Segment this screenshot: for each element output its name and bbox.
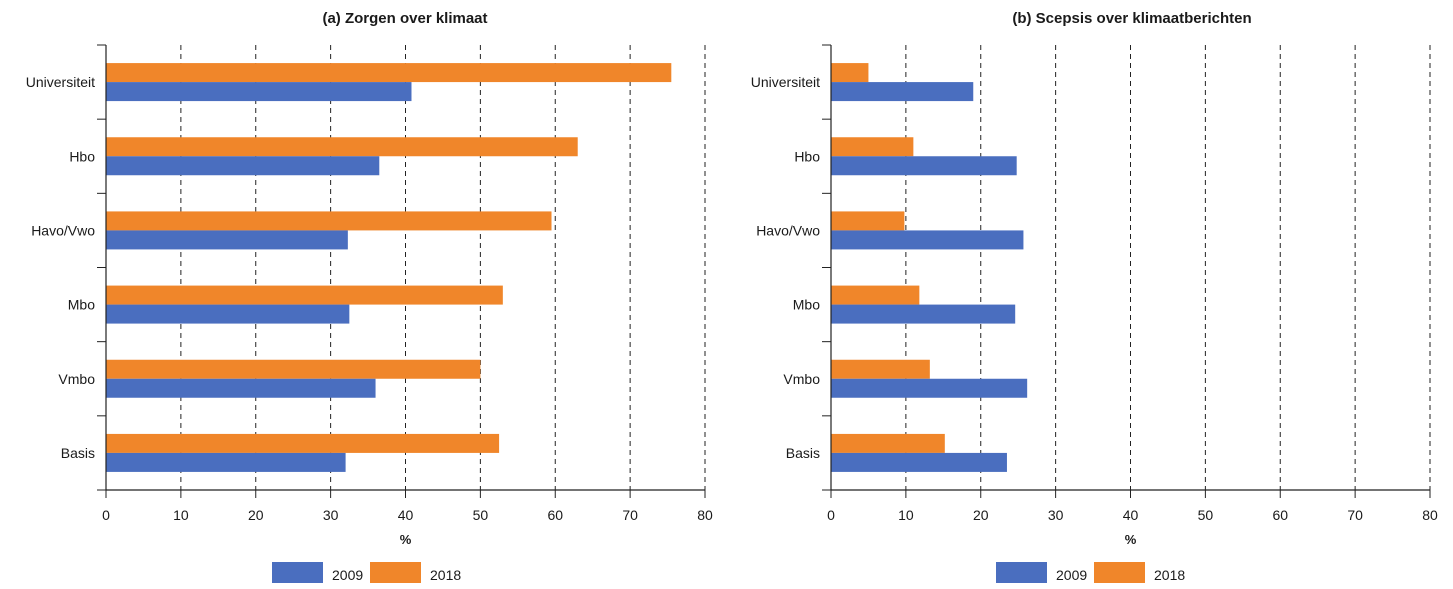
category-label-hbo: Hbo: [69, 148, 95, 164]
x-tick-label-0: 0: [827, 507, 835, 523]
x-tick-label-30: 30: [1048, 507, 1064, 523]
bar-2009-havo-vwo: [106, 230, 348, 250]
x-tick-label-50: 50: [1198, 507, 1214, 523]
chart-title: (b) Scepsis over klimaatberichten: [1012, 10, 1251, 27]
legend: 2009 2018: [996, 562, 1185, 583]
legend-swatch-2018: [1094, 562, 1145, 583]
x-tick-label-0: 0: [102, 507, 110, 523]
bar-2009-hbo: [831, 156, 1017, 176]
x-tick-label-50: 50: [473, 507, 489, 523]
legend-label-2009: 2009: [1056, 567, 1087, 583]
category-label-havo-vwo: Havo/Vwo: [31, 222, 95, 238]
bar-2018-universiteit: [831, 63, 869, 83]
bar-2018-vmbo: [831, 359, 930, 379]
x-tick-label-30: 30: [323, 507, 339, 523]
category-label-mbo: Mbo: [68, 297, 95, 313]
legend-label-2009: 2009: [332, 567, 363, 583]
bar-2018-hbo: [106, 137, 578, 157]
x-tick-label-20: 20: [248, 507, 264, 523]
legend-label-2018: 2018: [430, 567, 461, 583]
bar-2009-universiteit: [831, 82, 974, 102]
legend-label-2018: 2018: [1154, 567, 1185, 583]
legend: 2009 2018: [272, 562, 461, 583]
x-axis-label: %: [1125, 532, 1137, 547]
category-label-basis: Basis: [786, 445, 820, 461]
legend-swatch-2009: [272, 562, 323, 583]
bar-2009-mbo: [831, 304, 1016, 324]
x-tick-label-80: 80: [1422, 507, 1438, 523]
x-tick-label-70: 70: [622, 507, 638, 523]
bar-2018-havo-vwo: [831, 211, 905, 231]
x-tick-label-20: 20: [973, 507, 989, 523]
x-tick-label-60: 60: [547, 507, 563, 523]
category-label-mbo: Mbo: [793, 297, 820, 313]
x-tick-label-40: 40: [398, 507, 414, 523]
x-axis-label: %: [400, 532, 412, 547]
chart-zorgen-over-klimaat: (a) Zorgen over klimaat Universiteit Hbo Ha…: [26, 10, 713, 583]
bar-2009-vmbo: [831, 378, 1028, 398]
category-label-vmbo: Vmbo: [783, 371, 820, 387]
bar-2009-basis: [106, 452, 346, 472]
x-tick-label-10: 10: [173, 507, 189, 523]
x-tick-label-70: 70: [1347, 507, 1363, 523]
bar-2018-basis: [106, 433, 500, 453]
chart-scepsis-over-klimaatberichten: (b) Scepsis over klimaatberichten Univers…: [751, 10, 1438, 583]
x-tick-label-10: 10: [898, 507, 914, 523]
x-tick-label-60: 60: [1272, 507, 1288, 523]
category-label-universiteit: Universiteit: [26, 74, 95, 90]
x-tick-label-80: 80: [697, 507, 713, 523]
category-label-universiteit: Universiteit: [751, 74, 820, 90]
bar-2018-hbo: [831, 137, 914, 157]
bar-2018-mbo: [106, 285, 503, 305]
category-label-havo-vwo: Havo/Vwo: [756, 222, 820, 238]
bar-2018-havo-vwo: [106, 211, 552, 231]
bar-2009-hbo: [106, 156, 380, 176]
category-label-vmbo: Vmbo: [58, 371, 95, 387]
bar-2009-universiteit: [106, 82, 412, 102]
bar-2018-universiteit: [106, 63, 672, 83]
legend-swatch-2009: [996, 562, 1047, 583]
bar-2018-mbo: [831, 285, 920, 305]
bar-2009-mbo: [106, 304, 350, 324]
chart-title: (a) Zorgen over klimaat: [322, 10, 487, 27]
bar-2018-vmbo: [106, 359, 481, 379]
bar-2018-basis: [831, 433, 945, 453]
bar-2009-havo-vwo: [831, 230, 1024, 250]
bar-2009-basis: [831, 452, 1007, 472]
bar-2009-vmbo: [106, 378, 376, 398]
category-label-hbo: Hbo: [794, 148, 820, 164]
legend-swatch-2018: [370, 562, 421, 583]
category-label-basis: Basis: [61, 445, 95, 461]
x-tick-label-40: 40: [1123, 507, 1139, 523]
